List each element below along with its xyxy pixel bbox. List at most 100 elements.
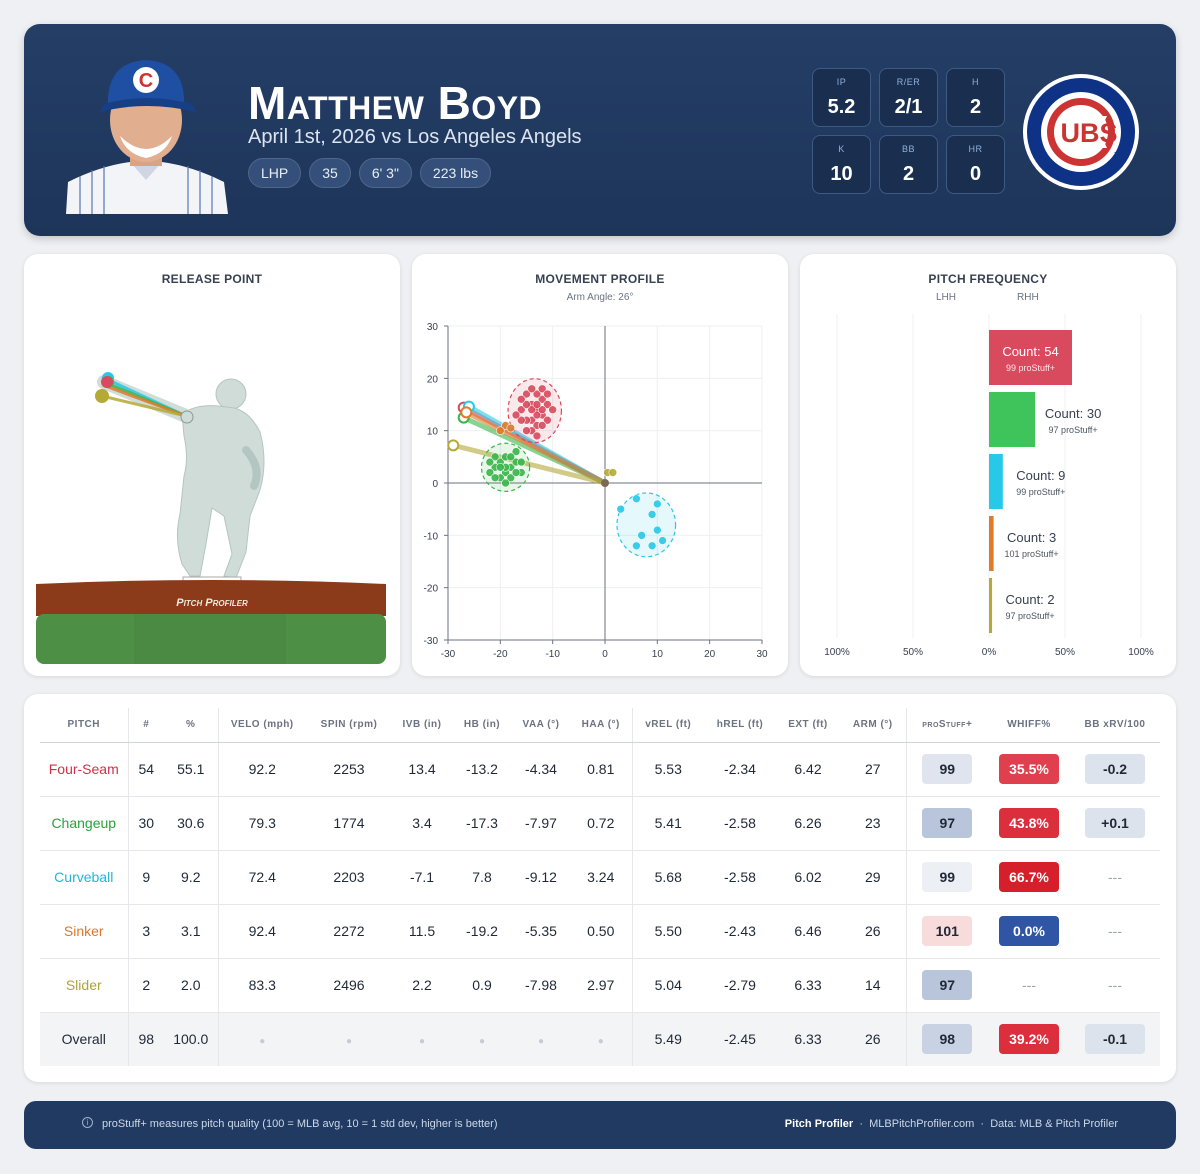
release-marker (460, 406, 473, 419)
game-subtitle: April 1st, 2026 vs Los Angeles Angels (248, 126, 582, 148)
cell-ivb: 3.4 (392, 796, 452, 851)
cell-haa: ● (570, 1012, 632, 1066)
cell-ext: 6.33 (776, 958, 840, 1013)
cell-haa: 3.24 (570, 850, 632, 905)
arm-angle-line (463, 409, 608, 486)
movement-point (527, 384, 537, 394)
movement-point (511, 468, 521, 477)
stat-k: K 10 (812, 135, 871, 194)
cell-whiff: --- (988, 958, 1070, 1013)
cell-whiff: 35.5% (988, 742, 1070, 797)
table-row: Four-Seam 54 55.1 92.2 2253 13.4 -13.2 -4.34 0.8… (40, 742, 1160, 797)
cell-arm: 29 (840, 850, 906, 905)
cell-vrel: 5.53 (631, 742, 704, 797)
cell-spin: ● (306, 1012, 392, 1066)
cell-vaa: ● (512, 1012, 570, 1066)
footer-credits: Pitch Profiler · MLBPitchProfiler.com · … (784, 1118, 1118, 1130)
cell-pct: 30.6 (164, 796, 218, 851)
stat-bb: BB 2 (879, 135, 938, 194)
release-point-title: RELEASE POINT (161, 272, 263, 286)
cell-prostuff: 101 (905, 904, 988, 959)
cell-hrel: -2.58 (704, 850, 776, 905)
col-ivb: IVB (in) (392, 708, 452, 743)
x-tick-label: -30 (441, 649, 456, 660)
movement-point (537, 394, 547, 404)
empty-value: --- (1108, 923, 1122, 939)
svg-text:C: C (139, 70, 153, 92)
movement-point (527, 405, 537, 415)
footer-site-link[interactable]: MLBPitchProfiler.com (869, 1118, 975, 1130)
cell-pct: 100.0 (164, 1012, 218, 1066)
cell-spin: 2496 (306, 958, 392, 1013)
empty-value: --- (1022, 977, 1036, 993)
movement-point (532, 389, 542, 399)
bar-count-label: Count: 2 (1005, 592, 1054, 607)
cell-pct: 2.0 (164, 958, 218, 1013)
cell-hb: -19.2 (452, 904, 512, 959)
info-icon: i (82, 1117, 93, 1128)
cell-spin: 2203 (306, 850, 392, 905)
cell-whiff: 43.8% (988, 796, 1070, 851)
y-tick-label: -20 (424, 584, 439, 595)
cell-n: 2 (127, 958, 164, 1013)
chip-age: 35 (309, 158, 351, 188)
cell-arm: 23 (840, 796, 906, 851)
cell-velo: 72.4 (217, 850, 306, 905)
svg-text:UBS: UBS (1060, 118, 1117, 148)
empty-dot: ● (537, 1036, 545, 1048)
value-pill: 35.5% (999, 754, 1059, 784)
col-spin: SPIN (rpm) (306, 708, 392, 743)
col-hrel: hREL (ft) (704, 708, 776, 743)
cell-arm: 14 (840, 958, 906, 1013)
cell-spin: 2253 (306, 742, 392, 797)
pitch-name: Curveball (40, 850, 128, 905)
axis-label: 100% (824, 647, 850, 658)
cluster-ellipse (616, 492, 677, 558)
movement-point (647, 541, 657, 551)
cell-n: 98 (127, 1012, 164, 1066)
cell-vaa: -7.98 (512, 958, 570, 1013)
col-xrv: BB xRV/100 (1070, 708, 1160, 743)
cell-pct: 3.1 (164, 904, 218, 959)
value-pill: 66.7% (999, 862, 1059, 892)
value-pill: +0.1 (1085, 808, 1145, 838)
value-pill: 97 (922, 808, 973, 838)
cell-ivb: -7.1 (392, 850, 452, 905)
bar-count-label: Count: 9 (1016, 468, 1065, 483)
bar-prostuff-label: 97 proStuff+ (1006, 611, 1055, 621)
player-chips: LHP 35 6' 3" 223 lbs (248, 158, 492, 188)
cell-ivb: 11.5 (392, 904, 452, 959)
cell-hrel: -2.58 (704, 796, 776, 851)
cell-ext: 6.02 (776, 850, 840, 905)
movement-point (543, 400, 552, 409)
pitch-name: Changeup (40, 796, 128, 851)
x-tick-label: -20 (493, 649, 508, 660)
cell-vrel: 5.49 (631, 1012, 704, 1066)
movement-point (511, 410, 521, 420)
cell-whiff: 66.7% (988, 850, 1070, 905)
cell-hb: 7.8 (452, 850, 512, 905)
col-velo: VELO (mph) (217, 708, 306, 743)
empty-value: --- (1108, 977, 1122, 993)
cubs-logo: UBS TM (1023, 74, 1139, 190)
cell-n: 54 (127, 742, 164, 797)
col-haa: HAA (°) (570, 708, 632, 743)
movement-point (506, 452, 516, 462)
cell-hrel: -2.34 (704, 742, 776, 797)
cell-ivb: ● (392, 1012, 452, 1066)
cell-haa: 0.72 (570, 796, 632, 851)
x-tick-label: 20 (704, 649, 716, 660)
cell-velo: 92.4 (217, 904, 306, 959)
pitch-table: PITCH # % VELO (mph) SPIN (rpm) IVB (in)… (40, 708, 1160, 1066)
chip-weight: 223 lbs (419, 158, 492, 188)
cell-ext: 6.33 (776, 1012, 840, 1066)
cell-hrel: -2.79 (704, 958, 776, 1013)
pitch-table-card: PITCH # % VELO (mph) SPIN (rpm) IVB (in)… (24, 694, 1176, 1082)
cell-ext: 6.46 (776, 904, 840, 959)
movement-point (543, 415, 552, 425)
mound-logo-text: Pitch Profiler (176, 597, 248, 609)
cell-xrv: --- (1070, 904, 1160, 959)
cell-hb: -13.2 (452, 742, 512, 797)
cell-vrel: 5.04 (631, 958, 704, 1013)
